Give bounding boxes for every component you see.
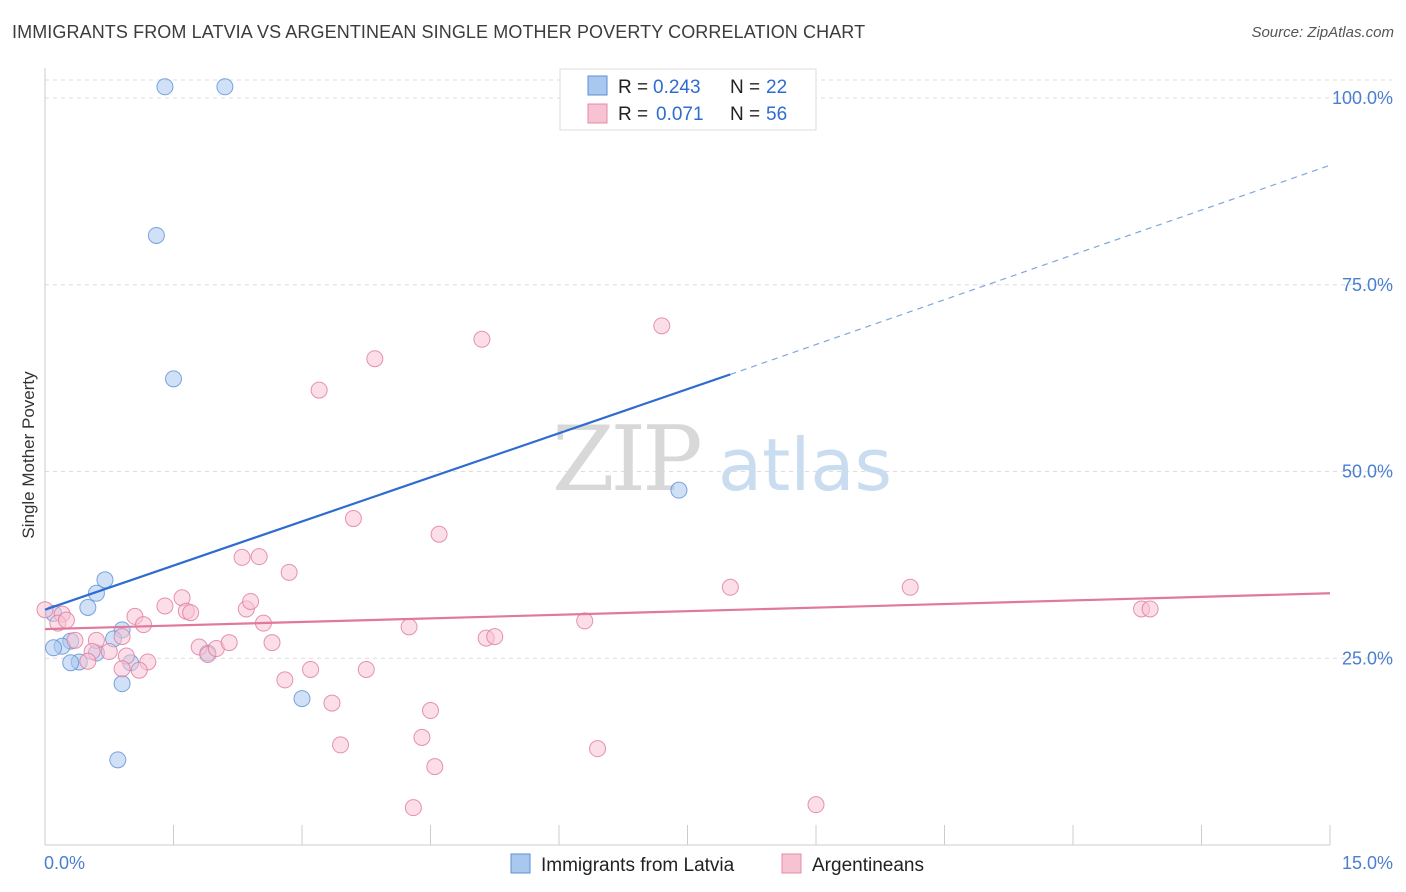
point-argentineans: [404, 799, 422, 817]
point-argentineans: [653, 317, 671, 335]
point-argentineans: [113, 628, 131, 646]
point-argentineans: [807, 796, 825, 814]
point-latvia: [165, 370, 182, 388]
point-argentineans: [156, 597, 174, 615]
y-axis-label: Single Mother Poverty: [19, 371, 38, 539]
point-argentineans: [302, 660, 320, 678]
watermark-atlas: atlas: [718, 423, 892, 507]
point-argentineans: [901, 578, 919, 596]
point-argentineans: [422, 702, 439, 720]
point-latvia: [216, 78, 234, 96]
point-latvia: [293, 690, 311, 708]
point-latvia: [45, 639, 63, 657]
point-argentineans: [486, 628, 504, 646]
point-argentineans: [263, 634, 281, 652]
trend-line-argentineans: [44, 592, 1331, 631]
point-argentineans: [400, 618, 418, 636]
point-latvia: [147, 226, 165, 244]
point-argentineans: [589, 740, 607, 758]
point-latvia: [156, 78, 174, 96]
data-points: [36, 78, 1159, 817]
point-latvia: [79, 598, 97, 616]
grid-lines: [45, 79, 1392, 659]
legend-swatch-latvia: [587, 75, 608, 96]
point-latvia: [670, 481, 688, 499]
legend-r-value-2: 0.071: [656, 104, 704, 125]
point-latvia: [87, 584, 105, 602]
chart-title: IMMIGRANTS FROM LATVIA VS ARGENTINEAN SI…: [12, 22, 866, 42]
point-argentineans: [130, 661, 148, 679]
y-tick-label: 75.0%: [1342, 275, 1393, 295]
point-argentineans: [576, 612, 594, 630]
point-argentineans: [233, 548, 251, 566]
point-argentineans: [66, 631, 84, 649]
axes: [44, 68, 1331, 846]
legend-swatch-bottom-argentineans: [781, 853, 802, 874]
y-tick-label: 25.0%: [1342, 648, 1393, 668]
point-argentineans: [426, 758, 444, 776]
legend-n-label-2: N =: [730, 104, 760, 125]
point-argentineans: [473, 330, 491, 348]
y-tick-labels: 25.0% 50.0% 75.0% 100.0%: [1332, 88, 1393, 668]
legend-n-value-1: 22: [766, 77, 787, 98]
point-latvia: [109, 751, 127, 769]
series-legend: Immigrants from Latvia Argentineans: [510, 853, 924, 876]
point-argentineans: [182, 604, 200, 622]
point-argentineans: [113, 660, 131, 678]
point-latvia: [96, 571, 114, 589]
y-tick-label: 100.0%: [1332, 88, 1393, 108]
x-tick-label: 0.0%: [44, 853, 85, 873]
trend-line-latvia: [44, 373, 731, 611]
legend-n-label-1: N =: [730, 77, 760, 98]
point-argentineans: [721, 578, 739, 596]
x-tick-labels: 0.0% 15.0%: [44, 853, 1393, 873]
x-tick-label: 15.0%: [1342, 853, 1393, 873]
point-argentineans: [276, 671, 294, 689]
y-tick-label: 50.0%: [1342, 462, 1393, 482]
legend-r-value-1: 0.243: [653, 77, 701, 98]
legend-series-latvia: Immigrants from Latvia: [541, 855, 735, 876]
point-argentineans: [323, 694, 341, 712]
point-argentineans: [357, 660, 375, 678]
point-argentineans: [242, 592, 260, 610]
legend-r-label-2: R =: [618, 104, 648, 125]
legend-swatch-bottom-latvia: [510, 853, 531, 874]
point-argentineans: [250, 548, 268, 566]
point-argentineans: [57, 611, 75, 629]
stats-legend: R = 0.243 N = 22 R = 0.071 N = 56: [559, 68, 817, 131]
legend-swatch-argentineans: [587, 103, 608, 124]
point-argentineans: [280, 563, 298, 581]
point-argentineans: [220, 634, 238, 652]
point-latvia: [113, 675, 131, 693]
legend-r-label-1: R =: [618, 77, 648, 98]
watermark: ZIP atlas: [552, 407, 892, 512]
point-argentineans: [100, 643, 118, 661]
point-argentineans: [344, 510, 362, 528]
trend-lines: [44, 164, 1331, 631]
legend-n-value-2: 56: [766, 104, 787, 125]
point-argentineans: [366, 350, 384, 368]
point-argentineans: [310, 381, 328, 399]
point-argentineans: [332, 736, 350, 754]
point-latvia: [62, 654, 80, 672]
point-argentineans: [135, 616, 153, 634]
source-label: Source: ZipAtlas.com: [1251, 24, 1394, 41]
trend-line-latvia-extension: [730, 164, 1331, 375]
point-argentineans: [413, 728, 431, 746]
point-argentineans: [430, 525, 448, 543]
point-argentineans: [1141, 600, 1159, 618]
legend-series-argentineans: Argentineans: [812, 855, 924, 876]
point-argentineans: [79, 652, 97, 670]
